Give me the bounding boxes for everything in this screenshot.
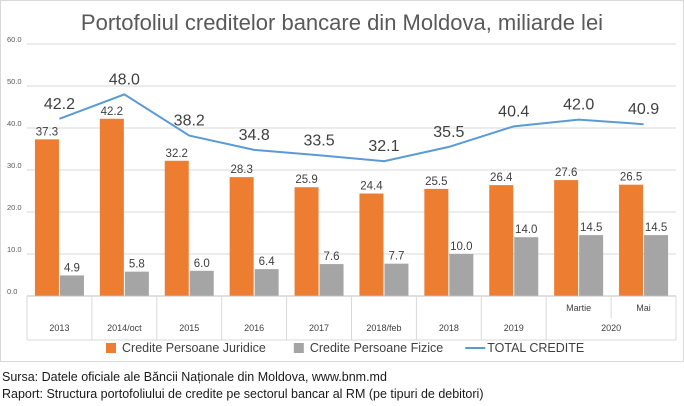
bar-data-label: 14.5 <box>580 222 602 234</box>
bar-data-label: 26.4 <box>490 172 513 184</box>
x-axis: 2013 2014/oct 2015 2016 2017 2018/feb 2018 2019… <box>26 295 677 341</box>
bar-fizice <box>254 269 279 296</box>
x-tick-label: 2015 <box>179 323 199 333</box>
legend-swatch <box>293 343 304 353</box>
footer-source: Sursa: Datele oficiale ale Băncii Națion… <box>2 370 387 384</box>
x-tick-label: 2016 <box>244 323 264 333</box>
bar-fizice <box>384 263 409 296</box>
bar-juridice <box>424 188 449 296</box>
bar-data-label: 24.4 <box>360 181 383 193</box>
bar-data-label: 6.4 <box>259 256 276 268</box>
total-data-label: 38.2 <box>174 113 205 130</box>
x-tick-label: Mai <box>636 303 651 313</box>
y-tick-label: 50.0 <box>7 77 22 86</box>
y-tick-label: 20.0 <box>7 203 22 212</box>
total-data-label: 35.5 <box>433 124 464 141</box>
bar-fizice <box>579 235 604 296</box>
y-tick-label: 0.0 <box>7 287 17 296</box>
x-tick-label: 2018 <box>439 323 459 333</box>
bar-juridice <box>164 160 189 296</box>
bar-juridice <box>554 180 579 296</box>
bar-juridice <box>489 185 514 296</box>
bar-fizice <box>124 271 149 296</box>
total-data-label: 32.1 <box>368 138 399 155</box>
bar-data-label: 25.5 <box>425 176 447 188</box>
bars <box>34 118 669 296</box>
total-line <box>59 93 644 163</box>
legend-label: Credite Persoane Fizice <box>310 341 443 355</box>
y-tick-label: 60.0 <box>7 35 22 44</box>
bar-data-label: 25.9 <box>295 174 317 186</box>
x-tick-label: 2017 <box>309 323 329 333</box>
x-tick-label: 2018/feb <box>366 323 401 333</box>
y-tick-label: 30.0 <box>7 161 22 170</box>
chart-title: Portofoliul creditelor bancare din Moldo… <box>81 10 603 35</box>
bar-data-label: 42.2 <box>101 106 123 118</box>
bar-fizice <box>59 275 84 296</box>
bar-data-label: 14.5 <box>645 222 667 234</box>
bar-fizice <box>514 237 539 296</box>
chart: Portofoliul creditelor bancare din Moldo… <box>7 10 677 355</box>
x-tick-label: 2014/oct <box>107 323 142 333</box>
legend-label: Credite Persoane Juridice <box>122 341 266 355</box>
bar-data-label: 10.0 <box>450 241 472 253</box>
bar-data-label: 6.0 <box>194 258 210 270</box>
bar-fizice <box>644 235 669 296</box>
bar-data-label: 14.0 <box>515 224 537 236</box>
bar-data-label: 5.8 <box>129 259 145 271</box>
total-data-label: 42.2 <box>44 96 75 113</box>
data-labels: 37.3 42.2 32.2 28.3 25.9 24.4 25.5 26.4 27.6 26.5… <box>36 71 667 274</box>
total-data-label: 40.9 <box>628 101 659 118</box>
x-tick-label: 2019 <box>504 323 524 333</box>
y-tick-label: 10.0 <box>7 245 22 254</box>
bar-data-label: 4.9 <box>64 262 80 274</box>
bar-data-label: 32.2 <box>166 148 188 160</box>
bar-fizice <box>449 254 474 296</box>
bar-data-label: 26.5 <box>620 172 642 184</box>
legend-label: TOTAL CREDITE <box>487 341 584 355</box>
legend-swatch <box>106 343 116 353</box>
total-data-label: 40.4 <box>498 103 529 120</box>
legend: Credite Persoane Juridice Credite Persoan… <box>106 341 584 355</box>
bar-data-label: 27.6 <box>555 167 577 179</box>
x-tick-label: Martie <box>566 303 591 313</box>
bar-juridice <box>99 118 124 296</box>
bar-juridice <box>359 193 384 296</box>
total-credite-line <box>59 93 644 163</box>
bar-data-label: 28.3 <box>230 164 252 176</box>
bar-fizice <box>319 264 344 296</box>
bar-juridice <box>229 177 254 296</box>
total-data-label: 42.0 <box>563 97 594 114</box>
x-tick-label: 2013 <box>49 323 69 333</box>
bar-juridice <box>619 184 644 296</box>
bar-juridice <box>294 187 319 296</box>
bar-juridice <box>34 139 59 296</box>
bar-data-label: 7.6 <box>324 251 340 263</box>
footer-report: Raport: Structura portofoliului de credi… <box>2 387 484 401</box>
x-group-label: 2020 <box>601 323 621 333</box>
total-data-label: 34.8 <box>239 127 270 144</box>
total-data-label: 48.0 <box>109 71 140 88</box>
total-data-label: 33.5 <box>303 132 334 149</box>
y-axis-ticks: 0.0 10.0 20.0 30.0 40.0 50.0 60.0 <box>7 35 22 296</box>
bar-fizice <box>189 270 214 296</box>
bar-data-label: 37.3 <box>36 126 58 138</box>
y-tick-label: 40.0 <box>7 119 22 128</box>
bar-data-label: 7.7 <box>388 251 404 263</box>
